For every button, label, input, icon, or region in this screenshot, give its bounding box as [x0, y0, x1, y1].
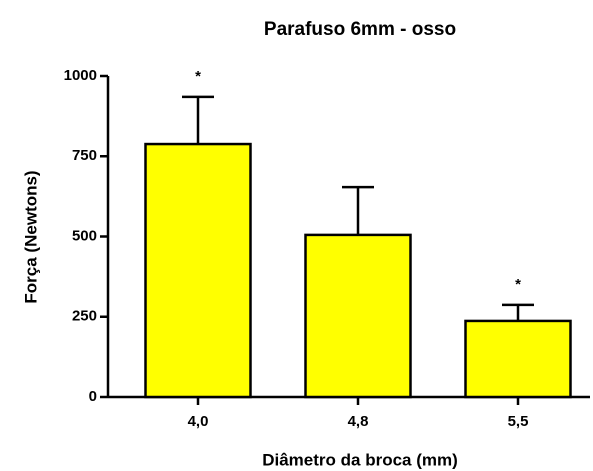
x-axis-label: Diâmetro da broca (mm): [262, 450, 458, 469]
x-tick-label: 4,0: [188, 413, 209, 430]
y-tick-label: 1000: [64, 67, 97, 84]
y-tick-label: 500: [72, 227, 97, 244]
bar: [144, 142, 252, 399]
bar: [464, 319, 572, 399]
x-tick-label: 5,5: [508, 413, 529, 430]
y-tick-label: 0: [89, 388, 97, 405]
annotation: *: [195, 68, 201, 85]
y-axis-label: Força (Newtons): [21, 170, 40, 303]
y-tick-label: 750: [72, 147, 97, 164]
annotation: *: [515, 276, 521, 293]
chart-title: Parafuso 6mm - osso: [264, 19, 456, 40]
x-tick-label: 4,8: [348, 413, 369, 430]
bar: [304, 233, 412, 399]
y-tick-label: 250: [72, 308, 97, 325]
